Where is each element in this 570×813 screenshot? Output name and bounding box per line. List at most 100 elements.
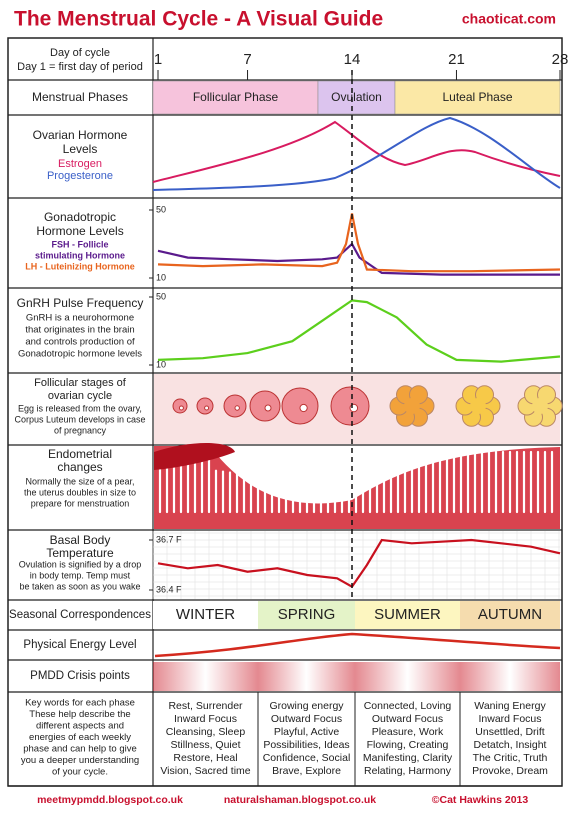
season-label: AUTUMN: [478, 606, 542, 623]
legend-label: stimulating Hormone: [35, 250, 125, 260]
keyword: Manifesting, Clarity: [363, 752, 453, 764]
legend-label: LH - Luteinizing Hormone: [25, 261, 135, 271]
keyword: Waning Energy: [474, 700, 546, 712]
keyword: Playful, Active: [274, 726, 340, 738]
keyword: Outward Focus: [271, 713, 342, 725]
keyword: Detatch, Insight: [474, 739, 547, 751]
egg: [264, 404, 272, 412]
keyword: Outward Focus: [372, 713, 443, 725]
energy-line: [154, 632, 561, 658]
label: you a deeper understanding: [21, 755, 139, 766]
keyword: Relating, Harmony: [364, 765, 452, 777]
day-tick-label: 28: [552, 51, 569, 68]
footer-text: ©Cat Hawkins 2013: [432, 794, 529, 806]
site: chaoticat.com: [462, 11, 556, 27]
note: Egg is released from the ovary,: [18, 403, 142, 413]
hormone-curve: [152, 116, 561, 191]
season-box: [258, 601, 355, 629]
lining: [154, 446, 560, 529]
y-tick-label: 10: [156, 272, 166, 282]
y-tick-label: 10: [156, 359, 166, 369]
phase-box: [394, 80, 561, 115]
hormone-curve: [152, 120, 561, 183]
keyword: Growing energy: [269, 700, 344, 712]
row-label: Physical Energy Level: [23, 639, 136, 651]
crisis-band: [355, 662, 460, 691]
label: energies of each weekly: [29, 732, 131, 743]
keyword: Possibilities, Ideas: [263, 739, 349, 751]
keyword: Provoke, Dream: [472, 765, 548, 777]
keyword: Confidence, Social: [263, 752, 351, 764]
label: Day of cycle: [50, 47, 110, 59]
season-label: WINTER: [176, 606, 235, 623]
label: ovarian cycle: [48, 390, 112, 402]
y-tick-label: 36.4 F: [156, 584, 182, 594]
label: phase and can help to give: [23, 744, 137, 755]
label: GnRH Pulse Frequency: [17, 296, 144, 310]
egg: [299, 403, 308, 413]
corpus-center: [470, 398, 486, 414]
phase-label: Luteal Phase: [442, 90, 512, 104]
season-label: SUMMER: [374, 606, 441, 623]
egg: [349, 403, 359, 413]
label: Follicular stages of: [34, 377, 127, 389]
label: changes: [57, 460, 102, 474]
keyword: Brave, Explore: [272, 765, 341, 777]
keyword: Unsettled, Drift: [475, 726, 545, 738]
note: Normally the size of a pear,: [25, 476, 134, 486]
keyword: Inward Focus: [174, 713, 237, 725]
follicle: [196, 397, 214, 415]
note: Ovulation is signified by a drop: [19, 559, 142, 569]
title: The Menstrual Cycle - A Visual Guide: [14, 8, 383, 31]
keyword: Stillness, Quiet: [170, 739, 240, 751]
phase-box: [317, 80, 396, 115]
label: Gonadotropic: [44, 210, 116, 224]
note: prepare for menstruation: [31, 498, 130, 508]
keyword: Cleansing, Sleep: [166, 726, 246, 738]
row-label: Menstrual Phases: [32, 90, 128, 104]
data-line: [157, 299, 561, 363]
keyword: Flowing, Creating: [367, 739, 449, 751]
label: different aspects and: [36, 721, 124, 732]
data-line: [157, 213, 561, 273]
blood: [154, 443, 235, 470]
keyword: The Critic, Truth: [473, 752, 548, 764]
follicle: [281, 387, 319, 425]
season-label: SPRING: [278, 606, 336, 623]
corpus-center: [404, 398, 420, 414]
label: Day 1 = first day of period: [17, 61, 143, 73]
season-box: [153, 601, 258, 629]
follicle: [223, 394, 247, 418]
label: Endometrial: [48, 447, 112, 461]
y-tick-label: 50: [156, 204, 166, 214]
footer-text: naturalshaman.blogspot.co.uk: [224, 794, 376, 806]
season-box: [460, 601, 560, 629]
legend-label: Estrogen: [58, 158, 102, 170]
footer-text: meetmypmdd.blogspot.co.uk: [37, 794, 183, 806]
note: be taken as soon as you wake: [19, 581, 140, 591]
note: of pregnancy: [54, 425, 107, 435]
keyword: Connected, Loving: [364, 700, 452, 712]
crisis-band: [460, 662, 560, 691]
keyword: Pleasure, Work: [372, 726, 444, 738]
note: GnRH is a neurohormone: [26, 313, 134, 324]
y-tick-label: 50: [156, 291, 166, 301]
label: Temperature: [46, 546, 114, 560]
note: that originates in the brain: [25, 325, 134, 336]
label: Ovarian Hormone: [33, 128, 128, 142]
day-tick-label: 14: [344, 51, 361, 68]
egg: [204, 405, 210, 411]
follicle: [249, 390, 281, 422]
note: in body temp. Temp must: [30, 570, 131, 580]
legend-label: FSH - Follicle: [51, 239, 108, 249]
label: Hormone Levels: [36, 224, 123, 238]
label: Levels: [63, 142, 98, 156]
season-box: [355, 601, 460, 629]
phase-label: Ovulation: [331, 90, 382, 104]
data-line: [157, 242, 560, 276]
label: Key words for each phase: [25, 698, 135, 709]
phase-label: Follicular Phase: [193, 90, 279, 104]
egg: [234, 405, 240, 411]
corpus-center: [532, 398, 548, 414]
